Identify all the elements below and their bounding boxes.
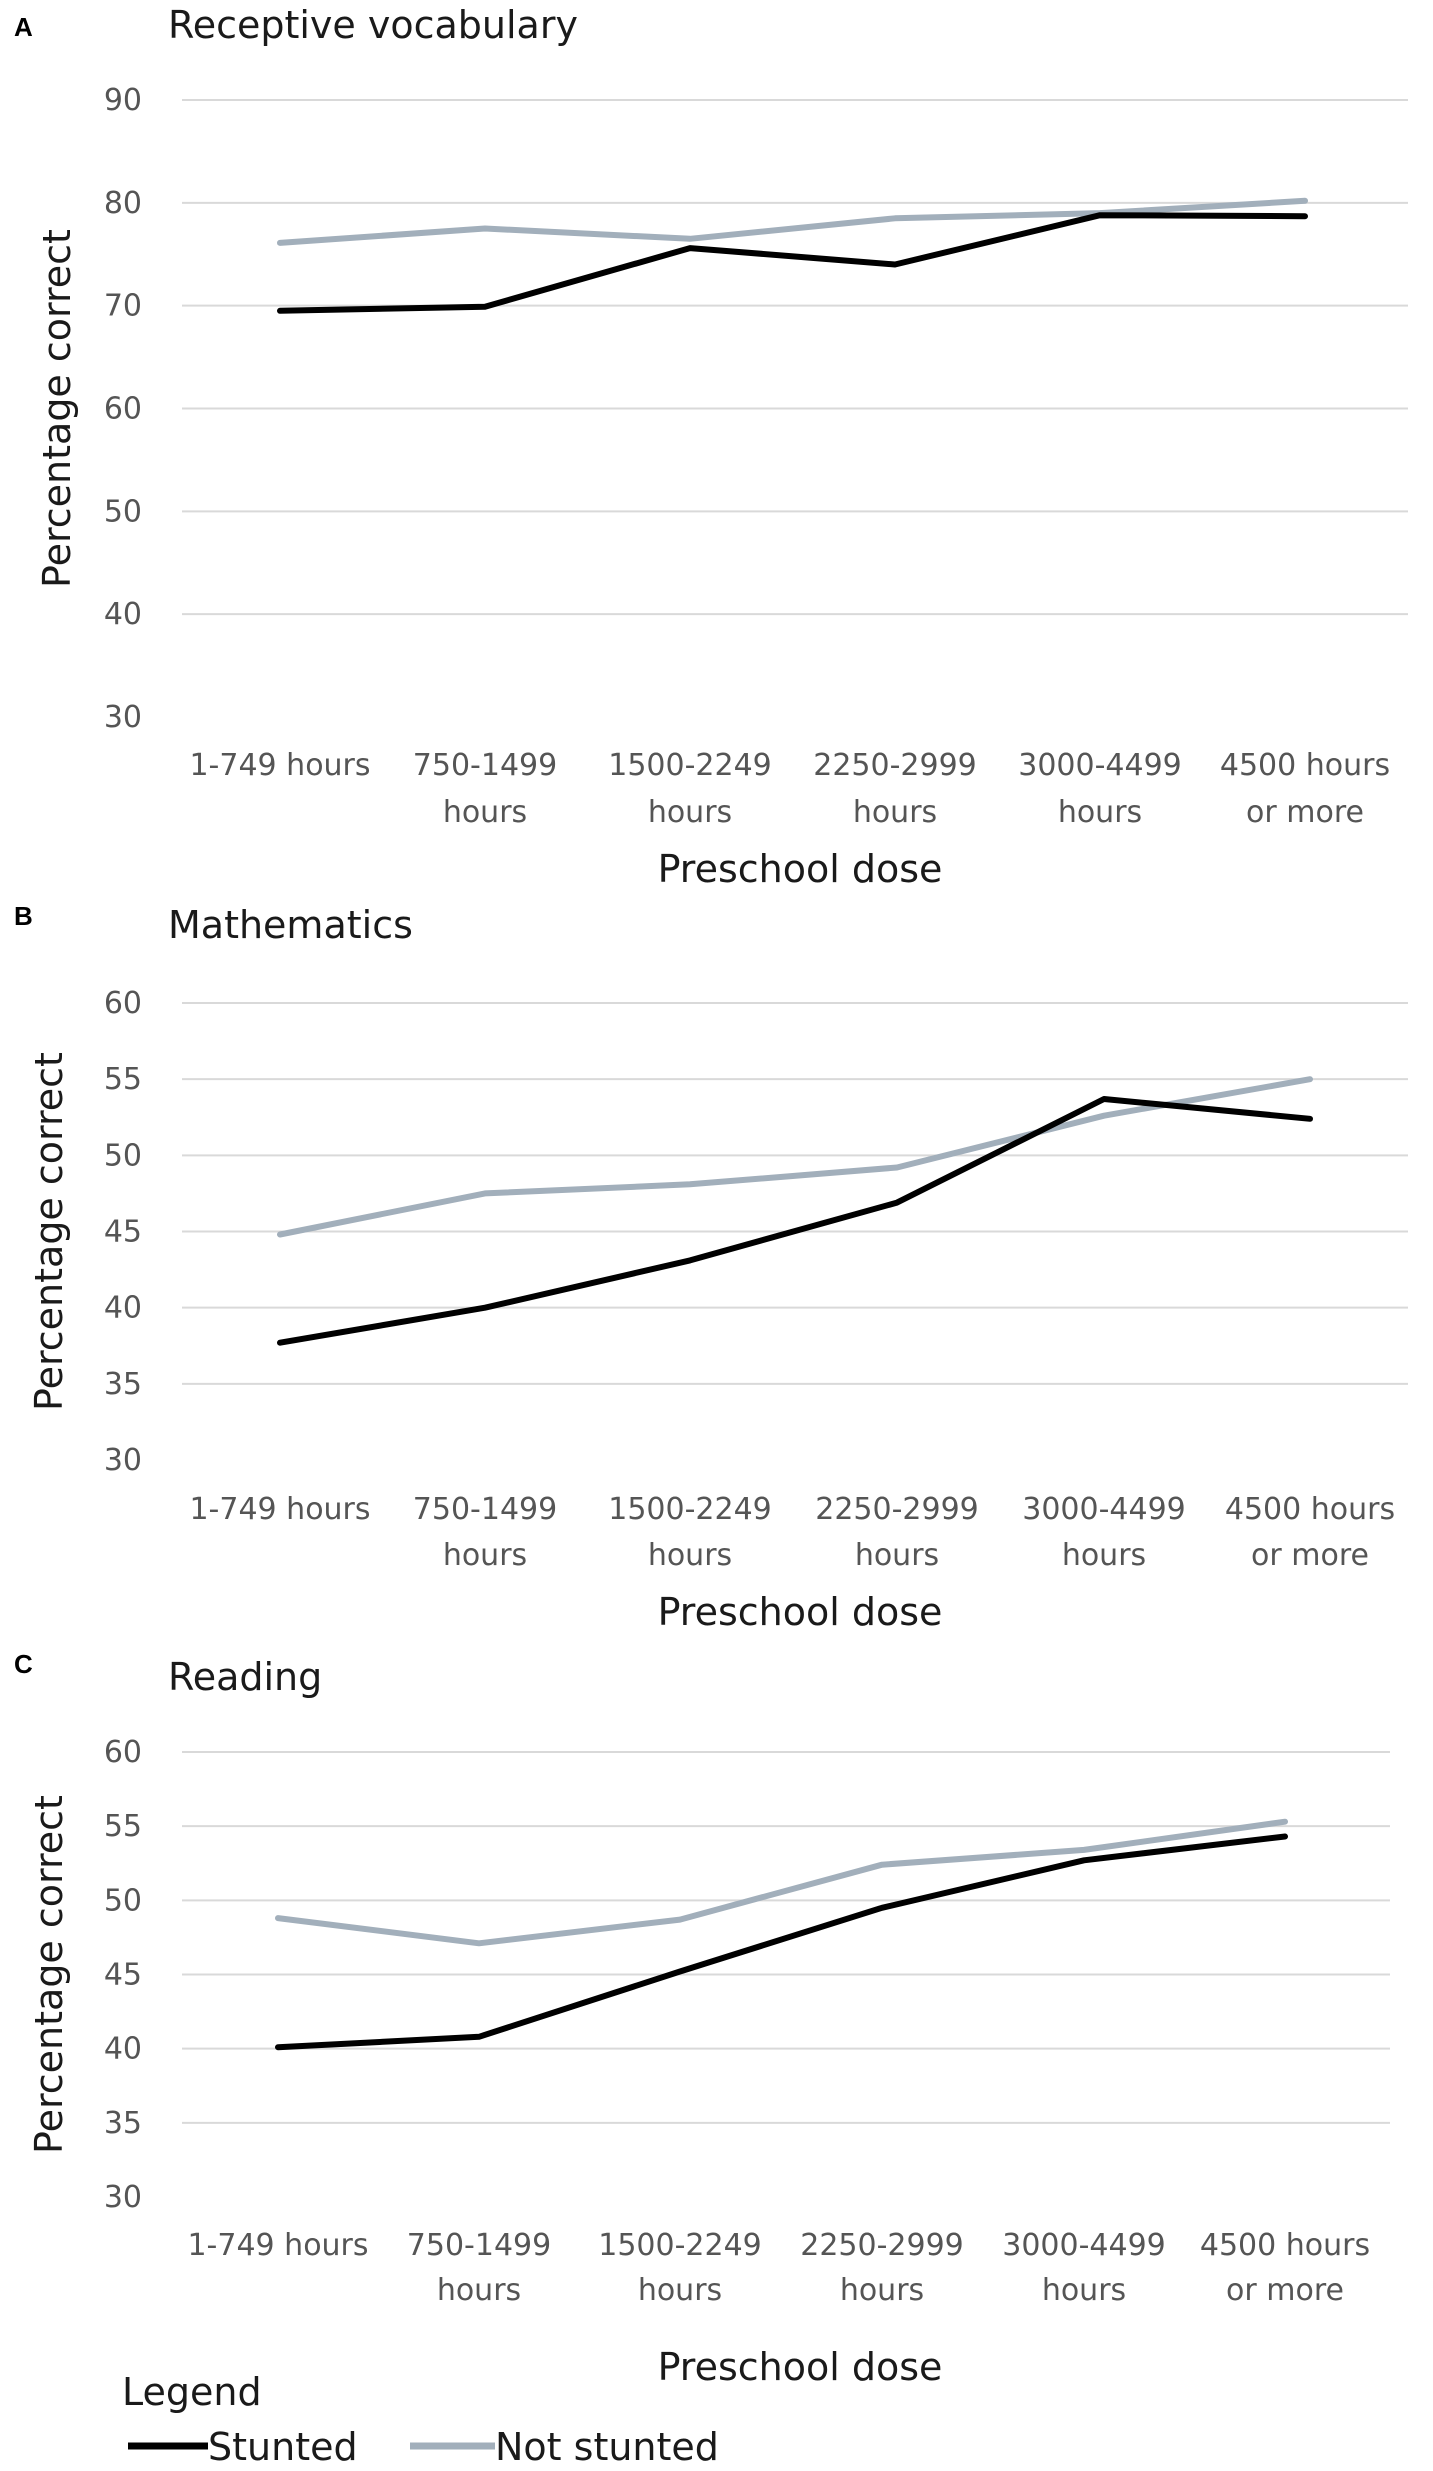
x-axis-title: Preschool dose — [658, 1590, 943, 1634]
series-line-not-stunted — [275, 1818, 1288, 1947]
x-tick-label: or more — [1226, 2273, 1344, 2308]
x-tick-label: 750-1499 — [413, 748, 557, 783]
legend: Legend Stunted Not stunted — [122, 2370, 719, 2469]
y-tick-label: 60 — [104, 986, 142, 1021]
series-line-stunted — [277, 212, 1308, 314]
x-tick-label: hours — [638, 2273, 722, 2308]
panel-label: C — [14, 1649, 33, 1679]
panel-label: A — [14, 12, 33, 42]
x-tick-label: 3000-4499 — [1022, 1492, 1186, 1527]
y-tick-label: 30 — [104, 2180, 142, 2215]
x-tick-label: 3000-4499 — [1002, 2228, 1166, 2263]
x-tick-label: 1500-2249 — [608, 748, 772, 783]
series-line-not-stunted — [277, 197, 1308, 246]
x-tick-label: 1-749 hours — [187, 2228, 368, 2263]
x-tick-label: 2250-2999 — [815, 1492, 979, 1527]
y-tick-label: 30 — [104, 1443, 142, 1478]
y-tick-label: 40 — [104, 2032, 142, 2067]
chart-title: Mathematics — [168, 903, 413, 947]
x-tick-label: 750-1499 — [413, 1492, 557, 1527]
chart-panel-a: A Receptive vocabulary 30 40 50 60 70 80 90 1-749… — [14, 3, 1408, 891]
y-tick-label: 90 — [104, 83, 142, 118]
y-tick-label: 50 — [104, 494, 142, 529]
y-tick-label: 40 — [104, 597, 142, 632]
series-line-stunted — [277, 1096, 1313, 1346]
chart-title: Receptive vocabulary — [168, 3, 578, 47]
y-tick-label: 50 — [104, 1138, 142, 1173]
y-tick-label: 30 — [104, 700, 142, 735]
panel-label: B — [14, 901, 33, 931]
legend-label-stunted: Stunted — [208, 2425, 358, 2469]
x-tick-label: 4500 hours — [1220, 748, 1390, 783]
x-tick-label: hours — [443, 1538, 527, 1573]
x-tick-label: or more — [1251, 1538, 1369, 1573]
y-tick-label: 55 — [104, 1809, 142, 1844]
x-tick-label: 1-749 hours — [189, 748, 370, 783]
series-line-stunted — [275, 1833, 1288, 2051]
chart-panel-c: C Reading 30 35 40 45 50 55 60 1-749 hours 750-149… — [14, 1649, 1390, 2389]
y-tick-label: 45 — [104, 1215, 142, 1250]
y-tick-label: 50 — [104, 1883, 142, 1918]
y-axis-title: Percentage correct — [35, 229, 79, 588]
legend-label-not-stunted: Not stunted — [495, 2425, 719, 2469]
x-tick-label: hours — [840, 2273, 924, 2308]
x-tick-label: hours — [1062, 1538, 1146, 1573]
y-tick-label: 70 — [104, 289, 142, 324]
y-tick-label: 55 — [104, 1062, 142, 1097]
y-axis-title: Percentage correct — [27, 1795, 71, 2154]
x-tick-label: 4500 hours — [1225, 1492, 1395, 1527]
y-axis-title: Percentage correct — [27, 1052, 71, 1411]
x-tick-label: hours — [648, 795, 732, 830]
x-tick-label: 2250-2999 — [813, 748, 977, 783]
x-tick-label: hours — [443, 795, 527, 830]
x-tick-label: 4500 hours — [1200, 2228, 1370, 2263]
y-tick-label: 40 — [104, 1291, 142, 1326]
chart-panel-b: B Mathematics 30 35 40 45 50 55 60 1-749 hours 750… — [14, 901, 1408, 1634]
chart-title: Reading — [168, 1655, 322, 1699]
x-tick-label: hours — [437, 2273, 521, 2308]
x-axis-title: Preschool dose — [658, 2345, 943, 2389]
x-tick-label: 3000-4499 — [1018, 748, 1182, 783]
y-tick-label: 60 — [104, 392, 142, 427]
x-tick-label: 750-1499 — [407, 2228, 551, 2263]
x-tick-label: or more — [1246, 795, 1364, 830]
x-axis-title: Preschool dose — [658, 847, 943, 891]
y-tick-label: 35 — [104, 2106, 142, 2141]
x-tick-label: 1500-2249 — [608, 1492, 772, 1527]
x-tick-label: hours — [1042, 2273, 1126, 2308]
x-tick-label: 1-749 hours — [189, 1492, 370, 1527]
y-tick-label: 35 — [104, 1367, 142, 1402]
y-tick-label: 80 — [104, 186, 142, 221]
y-tick-label: 45 — [104, 1958, 142, 1993]
legend-title: Legend — [122, 2370, 262, 2414]
y-tick-label: 60 — [104, 1735, 142, 1770]
x-tick-label: 2250-2999 — [800, 2228, 964, 2263]
x-tick-label: hours — [855, 1538, 939, 1573]
x-tick-label: 1500-2249 — [598, 2228, 762, 2263]
x-tick-label: hours — [1058, 795, 1142, 830]
x-tick-label: hours — [853, 795, 937, 830]
x-tick-label: hours — [648, 1538, 732, 1573]
series-line-not-stunted — [277, 1076, 1313, 1238]
